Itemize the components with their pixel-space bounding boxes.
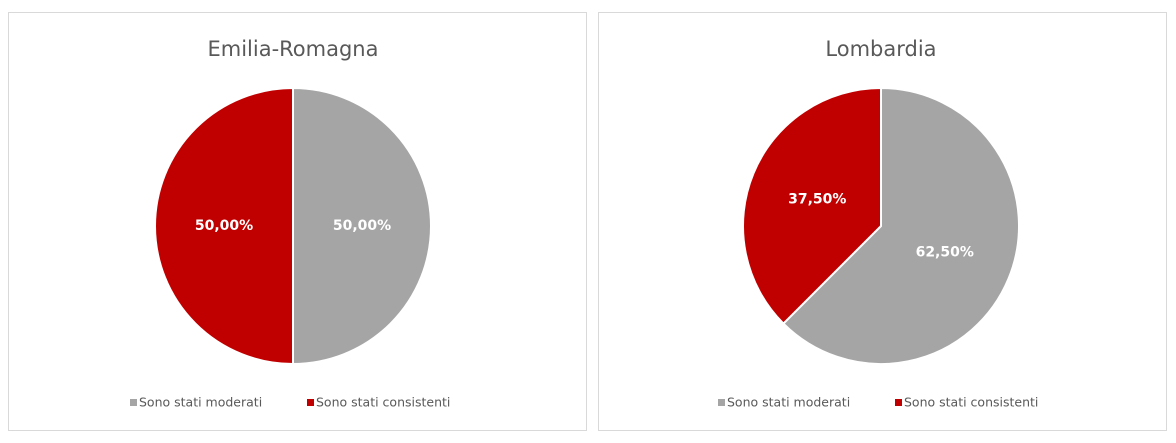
legend-label: Sono stati consistenti — [904, 395, 1038, 410]
legend-label: Sono stati moderati — [727, 395, 850, 410]
value-label: 50,00% — [195, 218, 253, 234]
legend-label: Sono stati consistenti — [316, 395, 450, 410]
pie-slice — [154, 86, 294, 366]
pie-slice — [782, 86, 1020, 365]
value-label: 50,00% — [333, 218, 391, 234]
legend-marker — [895, 399, 902, 406]
value-label: 37,50% — [788, 192, 846, 208]
legend-label: Sono stati moderati — [139, 395, 262, 410]
legend-marker — [718, 399, 725, 406]
legend-marker — [307, 399, 314, 406]
chart-title: Emilia-Romagna — [207, 37, 378, 61]
pie-slice — [292, 86, 432, 366]
chart-title: Lombardia — [825, 37, 936, 61]
value-label: 62,50% — [916, 244, 974, 260]
pie-slice — [742, 86, 882, 325]
legend-marker — [130, 399, 137, 406]
